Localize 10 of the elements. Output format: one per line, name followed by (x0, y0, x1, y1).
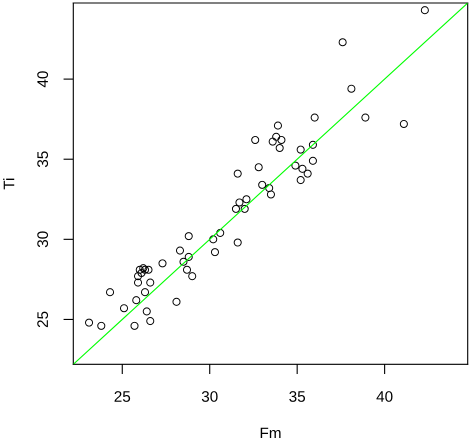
y-tick-label: 40 (37, 71, 48, 88)
y-axis-title: Ti (3, 178, 14, 190)
x-tick-label: 40 (376, 391, 393, 402)
y-tick-label: 30 (37, 231, 48, 248)
x-axis-title: Fm (260, 428, 281, 438)
x-tick-label: 30 (202, 391, 218, 402)
x-tick-label: 35 (289, 391, 306, 402)
y-tick-label: 35 (37, 151, 48, 168)
x-tick-label: 25 (114, 391, 130, 402)
y-tick-label: 25 (37, 312, 48, 328)
